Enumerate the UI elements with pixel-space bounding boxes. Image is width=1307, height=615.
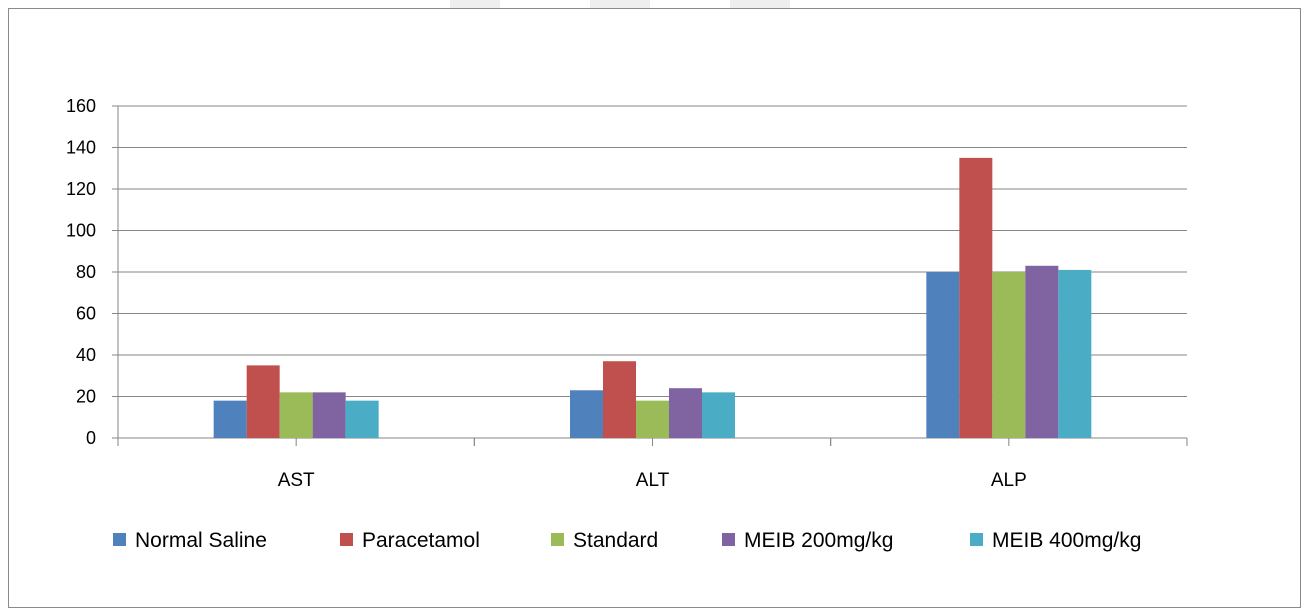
- y-tick-label: 60: [76, 304, 96, 324]
- bar-normal-saline-alt: [570, 390, 603, 438]
- legend-label: Standard: [573, 529, 658, 552]
- bar-paracetamol-alp: [959, 157, 993, 438]
- legend-label: Paracetamol: [362, 529, 480, 552]
- y-tick-label: 80: [76, 262, 96, 282]
- bar-normal-saline-alp: [926, 272, 960, 438]
- legend-swatch: [551, 533, 564, 546]
- legend-swatch: [340, 533, 353, 546]
- y-tick-label: 40: [76, 345, 96, 365]
- legend-label: Normal Saline: [135, 529, 267, 552]
- legend-label: MEIB 400mg/kg: [992, 529, 1141, 552]
- bar-meib-400mg-kg-alt: [702, 392, 735, 438]
- bar-meib-200mg-kg-alp: [1025, 265, 1059, 438]
- x-category-label: AST: [278, 470, 315, 491]
- bar-normal-saline-ast: [213, 400, 247, 438]
- x-category-label: ALT: [636, 470, 670, 491]
- bar-standard-alp: [992, 272, 1026, 438]
- y-tick-label: 0: [86, 428, 96, 448]
- bar-meib-400mg-kg-alp: [1058, 269, 1092, 438]
- legend-swatch: [970, 533, 983, 546]
- bar-standard-ast: [279, 392, 313, 438]
- bar-meib-400mg-kg-ast: [345, 400, 379, 438]
- legend-label: MEIB 200mg/kg: [744, 529, 893, 552]
- bar-standard-alt: [636, 400, 669, 438]
- bar-paracetamol-ast: [246, 365, 280, 438]
- bar-meib-200mg-kg-alt: [669, 388, 702, 438]
- y-tick-label: 100: [66, 221, 96, 241]
- legend-swatch: [113, 533, 126, 546]
- bar-paracetamol-alt: [603, 361, 636, 438]
- y-tick-label: 160: [66, 96, 96, 116]
- bar-meib-200mg-kg-ast: [312, 392, 346, 438]
- y-tick-label: 120: [66, 179, 96, 199]
- y-tick-label: 140: [66, 138, 96, 158]
- legend-swatch: [722, 533, 735, 546]
- y-tick-label: 20: [76, 387, 96, 407]
- x-category-label: ALP: [991, 470, 1027, 491]
